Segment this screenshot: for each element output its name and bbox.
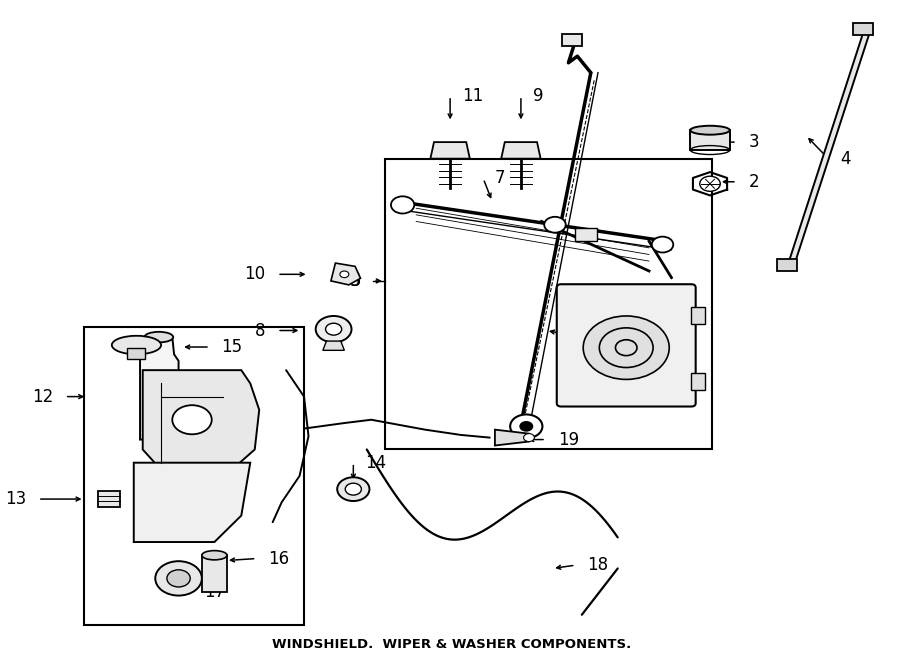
Text: 19: 19 (558, 430, 579, 449)
Text: 3: 3 (749, 133, 760, 151)
Bar (202, 555, 227, 592)
Text: 1: 1 (593, 328, 604, 346)
Text: 8: 8 (255, 321, 266, 340)
Bar (98, 491, 121, 507)
Bar (778, 259, 796, 271)
Circle shape (583, 316, 670, 379)
Text: 5: 5 (350, 272, 361, 290)
Circle shape (166, 570, 190, 587)
Ellipse shape (112, 336, 161, 354)
Bar (575, 228, 597, 241)
Ellipse shape (202, 551, 227, 560)
Circle shape (700, 176, 720, 191)
Bar (690, 130, 730, 150)
Polygon shape (134, 463, 250, 542)
Circle shape (524, 434, 535, 442)
Bar (128, 348, 146, 359)
Text: 12: 12 (32, 387, 53, 406)
Circle shape (346, 483, 362, 495)
Bar (562, 34, 582, 46)
Text: 6: 6 (654, 387, 665, 406)
Text: 14: 14 (365, 453, 386, 472)
Text: 17: 17 (203, 582, 225, 601)
Text: 13: 13 (5, 490, 26, 508)
Polygon shape (331, 263, 361, 285)
Bar (691, 373, 705, 390)
Text: 2: 2 (749, 173, 760, 191)
Text: 10: 10 (245, 265, 266, 284)
Polygon shape (140, 337, 178, 440)
Bar (853, 23, 873, 35)
Circle shape (316, 316, 352, 342)
Circle shape (391, 196, 414, 214)
Text: WINDSHIELD.  WIPER & WASHER COMPONENTS.: WINDSHIELD. WIPER & WASHER COMPONENTS. (273, 638, 632, 651)
Bar (384, 159, 712, 449)
Circle shape (520, 422, 533, 431)
Circle shape (340, 271, 349, 278)
Circle shape (326, 323, 342, 335)
FancyBboxPatch shape (557, 284, 696, 407)
Text: 15: 15 (221, 338, 243, 356)
Polygon shape (323, 341, 345, 350)
Polygon shape (501, 142, 541, 159)
Circle shape (652, 237, 673, 253)
Ellipse shape (145, 332, 173, 342)
Circle shape (156, 561, 202, 596)
Text: 16: 16 (268, 549, 289, 568)
Text: 4: 4 (840, 149, 850, 168)
Bar (85, 327, 304, 625)
Text: 18: 18 (587, 556, 608, 574)
Text: 5: 5 (351, 272, 362, 290)
Polygon shape (788, 30, 870, 266)
Polygon shape (143, 370, 259, 476)
Circle shape (172, 405, 212, 434)
Ellipse shape (690, 126, 730, 135)
Text: 7: 7 (495, 169, 506, 188)
Text: 11: 11 (462, 87, 483, 105)
Text: 9: 9 (533, 87, 543, 105)
Circle shape (510, 414, 543, 438)
Circle shape (338, 477, 370, 501)
Polygon shape (495, 430, 529, 446)
Polygon shape (430, 142, 470, 159)
Circle shape (544, 217, 566, 233)
Bar (691, 307, 705, 324)
